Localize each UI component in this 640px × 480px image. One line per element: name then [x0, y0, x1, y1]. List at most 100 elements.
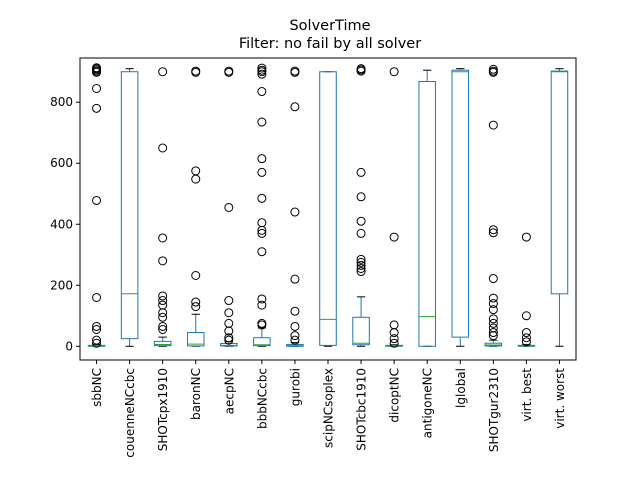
- outlier-point: [488, 323, 498, 333]
- box-group: [253, 63, 271, 347]
- outlier-point: [389, 67, 399, 77]
- outlier-point: [290, 331, 300, 341]
- x-tick-label: SHOTgur2310: [487, 368, 501, 452]
- outlier-point: [389, 334, 399, 344]
- outlier-point: [389, 328, 399, 338]
- outlier-point: [488, 64, 498, 74]
- outlier-point: [224, 308, 234, 318]
- outlier-point: [488, 318, 498, 328]
- box-group: [451, 68, 470, 347]
- outlier-point: [158, 296, 168, 306]
- outlier-point: [257, 193, 267, 203]
- outlier-point: [257, 247, 267, 257]
- outlier-point: [488, 314, 498, 324]
- box-iqr: [319, 71, 337, 346]
- outlier-point: [488, 228, 498, 238]
- outlier-point: [257, 154, 267, 164]
- outlier-point: [191, 166, 201, 176]
- box-iqr: [451, 69, 470, 338]
- x-tick-label: antigoneNC: [421, 368, 435, 438]
- outlier-point: [521, 311, 531, 321]
- box-iqr: [352, 316, 370, 346]
- outlier-point: [389, 232, 399, 242]
- outlier-point: [92, 321, 102, 331]
- y-axis: 0 200 400 600 800: [50, 95, 80, 353]
- box-group: [87, 63, 106, 348]
- box-iqr: [550, 70, 569, 295]
- chart-title: SolverTime: [289, 18, 370, 34]
- box-group: [220, 66, 238, 347]
- x-tick-label: sbbNC: [90, 368, 104, 407]
- y-tick-label: 400: [50, 217, 73, 231]
- outlier-point: [488, 293, 498, 303]
- y-tick-label: 0: [65, 339, 73, 353]
- outlier-point: [92, 335, 102, 345]
- outlier-point: [224, 333, 234, 343]
- x-tick-label: SHOTcbc1910: [355, 368, 369, 451]
- plot-marks: [87, 63, 569, 348]
- outlier-point: [290, 274, 300, 284]
- outlier-point: [389, 338, 399, 348]
- x-tick-label: SHOTcpx1910: [156, 368, 170, 451]
- x-axis: sbbNC couenneNCcbc SHOTcpx1910 baronNC aecpN…: [90, 360, 567, 458]
- box-iqr: [153, 340, 172, 347]
- box-group: [550, 68, 569, 347]
- outlier-point: [290, 102, 300, 112]
- outlier-point: [224, 296, 234, 306]
- box-iqr: [120, 71, 139, 340]
- outlier-point: [488, 274, 498, 284]
- x-tick-label: couenneNCcbc: [123, 368, 137, 458]
- outlier-point: [158, 143, 168, 153]
- y-tick-label: 600: [50, 156, 73, 170]
- box-iqr: [253, 337, 271, 347]
- box-group: [186, 66, 205, 347]
- outlier-point: [488, 225, 498, 235]
- outlier-point: [257, 65, 267, 75]
- outlier-point: [158, 233, 168, 243]
- x-tick-label: virt. best: [520, 368, 534, 422]
- outlier-point: [356, 263, 366, 273]
- outlier-point: [224, 202, 234, 212]
- outlier-point: [158, 312, 168, 322]
- box-group: [153, 67, 172, 347]
- outlier-point: [356, 216, 366, 226]
- outlier-point: [356, 260, 366, 270]
- outlier-point: [257, 318, 267, 328]
- x-tick-label: dicoptNC: [388, 368, 402, 423]
- outlier-point: [389, 320, 399, 330]
- x-tick-label: aecpNC: [222, 368, 236, 414]
- outlier-point: [257, 300, 267, 310]
- outlier-point: [521, 232, 531, 242]
- x-tick-label: lglobal: [454, 368, 468, 408]
- y-tick-label: 200: [50, 278, 73, 292]
- outlier-point: [191, 302, 201, 312]
- outlier-point: [488, 299, 498, 309]
- outlier-point: [92, 103, 102, 113]
- outlier-point: [92, 338, 102, 348]
- box-group: [484, 64, 503, 347]
- outlier-point: [158, 324, 168, 334]
- x-tick-label: baronNC: [189, 368, 203, 420]
- outlier-point: [356, 228, 366, 238]
- outlier-point: [257, 228, 267, 238]
- outlier-point: [158, 321, 168, 331]
- outlier-point: [158, 67, 168, 77]
- outlier-point: [191, 271, 201, 281]
- outlier-point: [92, 292, 102, 302]
- outlier-point: [257, 69, 267, 79]
- outlier-point: [92, 63, 102, 73]
- box-iqr: [186, 332, 205, 347]
- box-group: [319, 71, 337, 347]
- outlier-point: [521, 337, 531, 347]
- outlier-point: [224, 335, 234, 345]
- outlier-point: [92, 324, 102, 334]
- outlier-point: [158, 308, 168, 318]
- outlier-point: [290, 335, 300, 345]
- outlier-point: [488, 305, 498, 315]
- x-tick-label: gurobi: [288, 368, 302, 406]
- outlier-point: [488, 328, 498, 338]
- box-group: [120, 68, 139, 347]
- outlier-point: [290, 321, 300, 331]
- outlier-point: [488, 120, 498, 130]
